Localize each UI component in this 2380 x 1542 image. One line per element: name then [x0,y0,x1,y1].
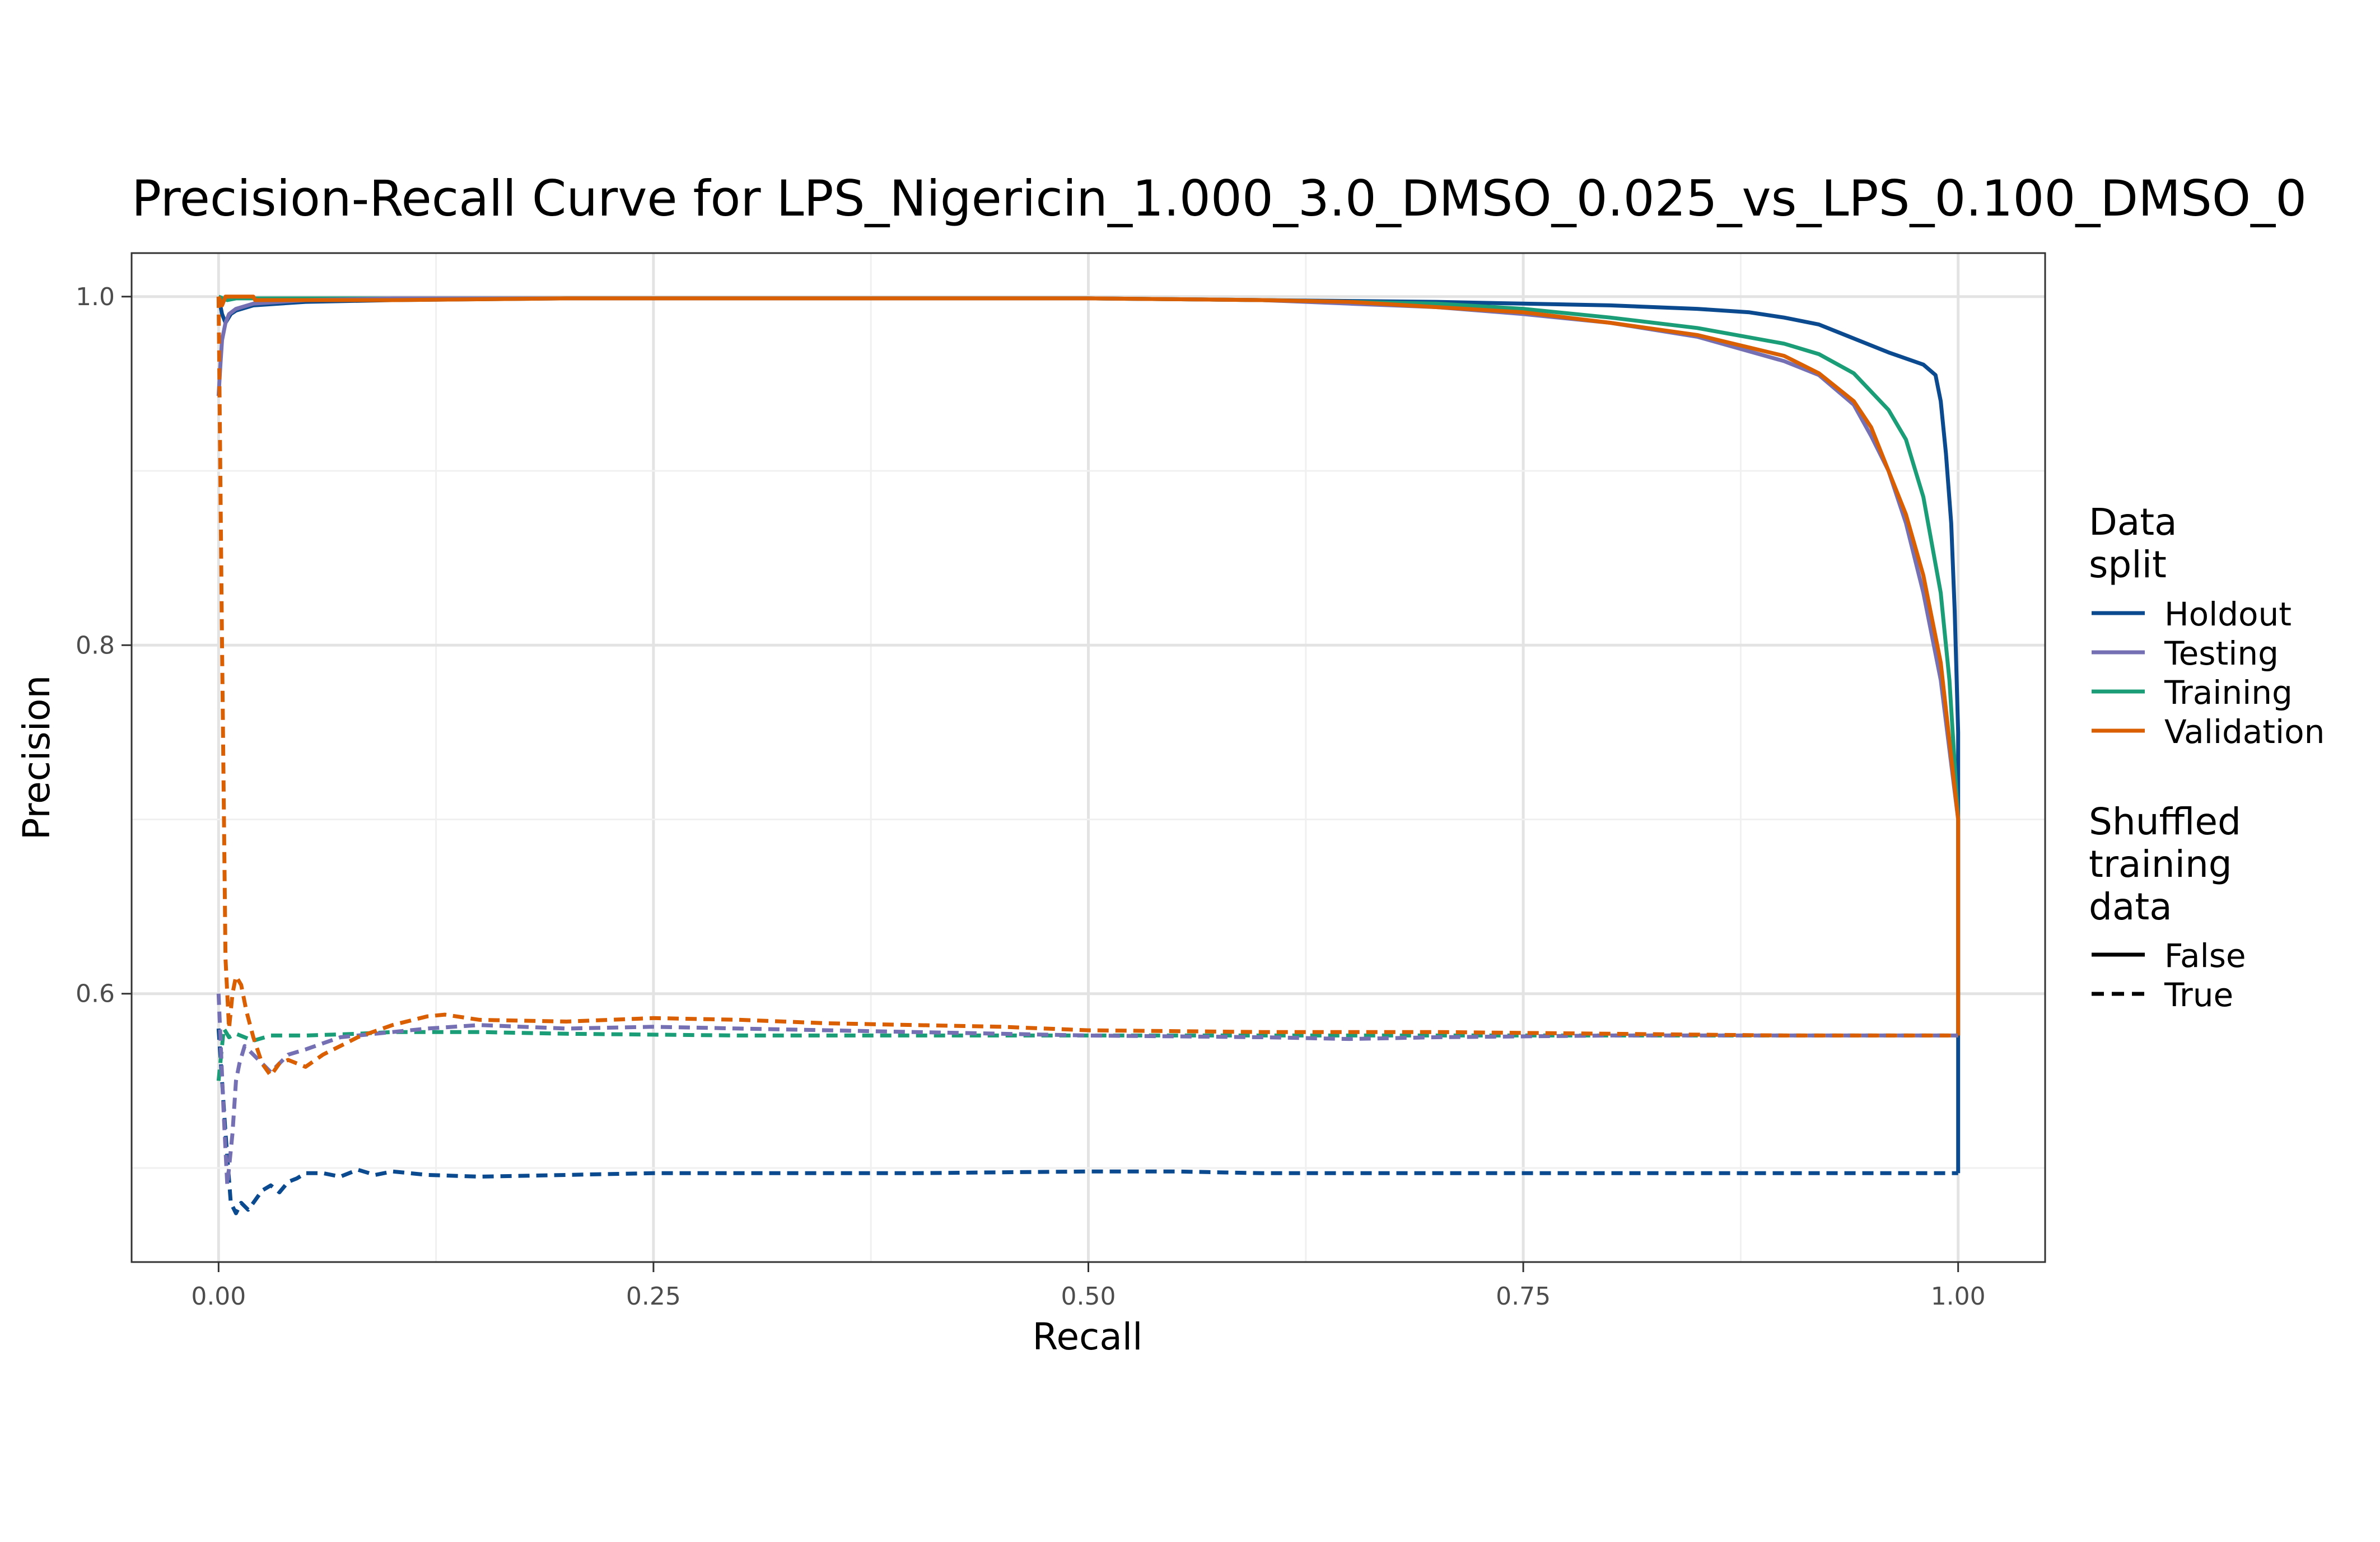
legend-label-true: True [2164,976,2233,1014]
y-axis: 0.6 0.8 1.0 [76,283,132,1008]
y-tick-label: 1.0 [76,283,115,311]
x-tick-label: 0.25 [626,1282,681,1311]
legend-color-title: Data [2089,501,2177,544]
x-tick-label: 1.00 [1931,1282,1986,1311]
x-tick-label: 0.50 [1061,1282,1116,1311]
legend-linetype-title: Shuffled [2089,800,2241,843]
y-tick-label: 0.6 [76,980,115,1008]
series-layer [216,295,1961,1216]
plot-panel [130,252,2046,1263]
x-axis-label: Recall [1033,1315,1143,1358]
legend-label-false: False [2164,937,2246,975]
x-axis: 0.00 0.25 0.50 0.75 1.00 [191,1262,1986,1311]
series-line-holdout-shuffled [216,1028,1958,1216]
x-tick-label: 0.75 [1496,1282,1551,1311]
legend-color-title: split [2089,543,2167,586]
x-tick-label: 0.00 [191,1282,246,1311]
legend-label-holdout: Holdout [2164,595,2292,633]
legend-label-training: Training [2164,674,2293,712]
legend-label-validation: Validation [2164,713,2325,751]
y-tick-label: 0.8 [76,631,115,660]
legend-label-testing: Testing [2164,634,2279,672]
series-line-validation-shuffled [216,296,1958,1078]
chart-title: Precision-Recall Curve for LPS_Nigericin… [132,170,2307,227]
legend-linetype-title: training [2089,843,2232,886]
y-axis-label: Precision [15,675,58,840]
legend-linetype-title: data [2089,885,2172,928]
series-line-validation-unshuffled [217,295,1961,1036]
series-line-testing-shuffled [216,993,1958,1188]
